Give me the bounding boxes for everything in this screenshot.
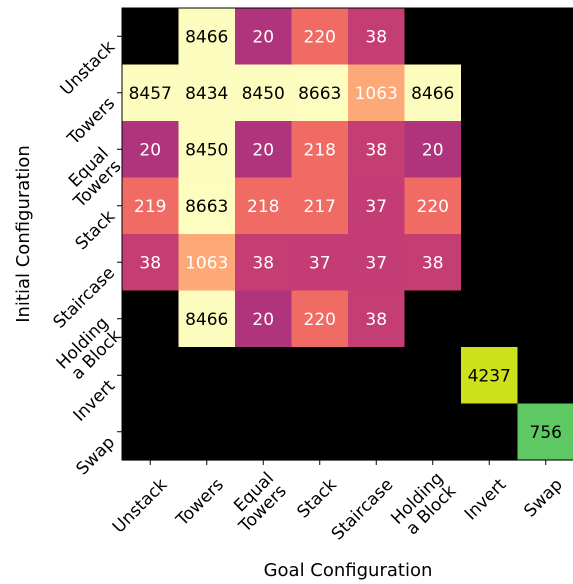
cell-value-label: 38 <box>365 310 387 330</box>
heatmap-cell <box>461 291 518 348</box>
heatmap-cell <box>292 404 349 461</box>
cell-value-label: 37 <box>309 253 331 273</box>
heatmap-cell <box>292 347 349 404</box>
heatmap-cell <box>405 291 462 348</box>
cell-value-label: 8466 <box>185 310 228 330</box>
heatmap-cell <box>461 404 518 461</box>
cell-value-label: 218 <box>304 140 336 160</box>
cell-value-label: 220 <box>417 197 449 217</box>
cell-value-label: 756 <box>530 423 562 443</box>
heatmap-cell <box>348 404 405 461</box>
heatmap-cell <box>518 65 573 122</box>
cell-value-label: 20 <box>252 27 274 47</box>
cell-value-label: 8466 <box>411 84 454 104</box>
heatmap-cell <box>405 8 462 65</box>
cell-value-label: 1063 <box>185 253 228 273</box>
heatmap-cell <box>518 347 573 404</box>
cell-value-label: 217 <box>304 197 336 217</box>
y-axis-title: Initial Configuration <box>13 145 34 323</box>
heatmap-cell <box>179 404 236 461</box>
cell-value-label: 219 <box>134 197 166 217</box>
cell-value-label: 38 <box>139 253 161 273</box>
cell-value-label: 38 <box>365 27 387 47</box>
cell-value-label: 8434 <box>185 84 228 104</box>
cell-value-label: 4237 <box>468 366 511 386</box>
cell-value-label: 20 <box>139 140 161 160</box>
heatmap-cell <box>518 291 573 348</box>
cell-value-label: 220 <box>304 310 336 330</box>
cell-value-label: 8450 <box>242 84 285 104</box>
cell-value-label: 20 <box>252 310 274 330</box>
heatmap-cell <box>122 404 179 461</box>
heatmap-cell <box>461 178 518 235</box>
heatmap-cell <box>461 121 518 178</box>
heatmap-cell <box>518 121 573 178</box>
cell-value-label: 8457 <box>129 84 172 104</box>
cell-value-label: 38 <box>252 253 274 273</box>
heatmap-cell <box>461 234 518 291</box>
heatmap-cell <box>122 8 179 65</box>
heatmap-cell <box>348 347 405 404</box>
cell-value-label: 8466 <box>185 27 228 47</box>
cell-value-label: 218 <box>247 197 279 217</box>
x-axis-title: Goal Configuration <box>264 560 433 580</box>
heatmap-cell <box>179 347 236 404</box>
cell-value-label: 38 <box>365 140 387 160</box>
heatmap-cell <box>461 65 518 122</box>
cell-value-label: 20 <box>422 140 444 160</box>
heatmap-cell <box>518 8 573 65</box>
heatmap-cell <box>518 234 573 291</box>
cell-value-label: 8663 <box>185 197 228 217</box>
cell-value-label: 1063 <box>355 84 398 104</box>
heatmap-cell <box>235 347 292 404</box>
cell-value-label: 38 <box>422 253 444 273</box>
heatmap-cell <box>122 291 179 348</box>
cell-value-label: 37 <box>365 197 387 217</box>
cell-value-label: 8663 <box>298 84 341 104</box>
heatmap-cell <box>461 8 518 65</box>
heatmap-cell <box>235 404 292 461</box>
heatmap-cell <box>122 347 179 404</box>
heatmap-cell <box>405 347 462 404</box>
heatmap-cell <box>518 178 573 235</box>
cell-value-label: 8450 <box>185 140 228 160</box>
cell-value-label: 20 <box>252 140 274 160</box>
cell-value-label: 37 <box>365 253 387 273</box>
cell-value-label: 220 <box>304 27 336 47</box>
heatmap-cell <box>405 404 462 461</box>
